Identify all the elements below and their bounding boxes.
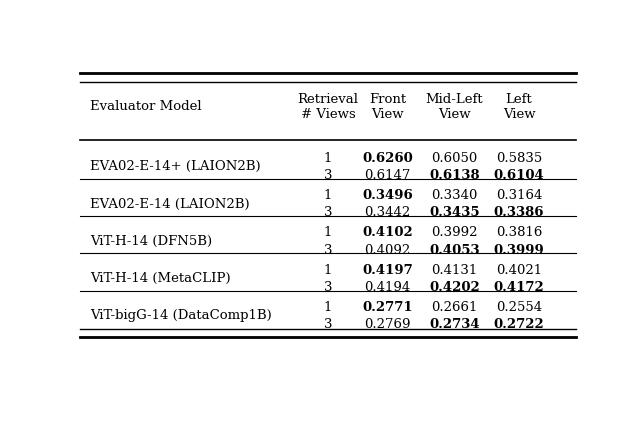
Text: 0.4092: 0.4092 bbox=[364, 244, 411, 257]
Text: 0.3999: 0.3999 bbox=[493, 244, 545, 257]
Text: 0.4172: 0.4172 bbox=[493, 281, 545, 294]
Text: 0.3340: 0.3340 bbox=[431, 189, 477, 202]
Text: 0.3816: 0.3816 bbox=[496, 226, 542, 239]
Text: Left
View: Left View bbox=[502, 93, 535, 121]
Text: 0.3496: 0.3496 bbox=[362, 189, 413, 202]
Text: 0.4202: 0.4202 bbox=[429, 281, 480, 294]
Text: Evaluator Model: Evaluator Model bbox=[90, 100, 202, 113]
Text: 3: 3 bbox=[324, 281, 332, 294]
Text: 0.2722: 0.2722 bbox=[493, 318, 545, 331]
Text: 0.2771: 0.2771 bbox=[362, 301, 413, 314]
Text: 0.3435: 0.3435 bbox=[429, 206, 480, 219]
Text: 0.3386: 0.3386 bbox=[493, 206, 544, 219]
Text: ViT-bigG-14 (DataComp1B): ViT-bigG-14 (DataComp1B) bbox=[90, 309, 271, 322]
Text: 0.4102: 0.4102 bbox=[362, 226, 413, 239]
Text: 3: 3 bbox=[324, 206, 332, 219]
Text: 3: 3 bbox=[324, 244, 332, 257]
Text: 0.6147: 0.6147 bbox=[364, 169, 411, 182]
Text: 0.4021: 0.4021 bbox=[496, 264, 542, 276]
Text: 3: 3 bbox=[324, 169, 332, 182]
Text: 1: 1 bbox=[324, 226, 332, 239]
Text: 0.3992: 0.3992 bbox=[431, 226, 477, 239]
Text: 0.6138: 0.6138 bbox=[429, 169, 480, 182]
Text: Mid-Left
View: Mid-Left View bbox=[426, 93, 483, 121]
Text: 0.6104: 0.6104 bbox=[493, 169, 545, 182]
Text: 1: 1 bbox=[324, 152, 332, 165]
Text: 0.4131: 0.4131 bbox=[431, 264, 477, 276]
Text: EVA02-E-14 (LAION2B): EVA02-E-14 (LAION2B) bbox=[90, 198, 250, 211]
Text: EVA02-E-14+ (LAION2B): EVA02-E-14+ (LAION2B) bbox=[90, 160, 260, 173]
Text: 0.4053: 0.4053 bbox=[429, 244, 480, 257]
Text: 0.3442: 0.3442 bbox=[364, 206, 411, 219]
Text: 0.4197: 0.4197 bbox=[362, 264, 413, 276]
Text: 1: 1 bbox=[324, 264, 332, 276]
Text: 3: 3 bbox=[324, 318, 332, 331]
Text: 0.6260: 0.6260 bbox=[362, 152, 413, 165]
Text: 0.4194: 0.4194 bbox=[364, 281, 411, 294]
Text: 0.6050: 0.6050 bbox=[431, 152, 477, 165]
Text: Front
View: Front View bbox=[369, 93, 406, 121]
Text: ViT-H-14 (DFN5B): ViT-H-14 (DFN5B) bbox=[90, 235, 212, 248]
Text: ViT-H-14 (MetaCLIP): ViT-H-14 (MetaCLIP) bbox=[90, 272, 230, 285]
Text: 1: 1 bbox=[324, 301, 332, 314]
Text: 0.2554: 0.2554 bbox=[496, 301, 542, 314]
Text: 0.2661: 0.2661 bbox=[431, 301, 477, 314]
Text: Retrieval
# Views: Retrieval # Views bbox=[298, 93, 358, 121]
Text: 1: 1 bbox=[324, 189, 332, 202]
Text: 0.5835: 0.5835 bbox=[496, 152, 542, 165]
Text: 0.2734: 0.2734 bbox=[429, 318, 480, 331]
Text: 0.2769: 0.2769 bbox=[364, 318, 411, 331]
Text: 0.3164: 0.3164 bbox=[496, 189, 542, 202]
